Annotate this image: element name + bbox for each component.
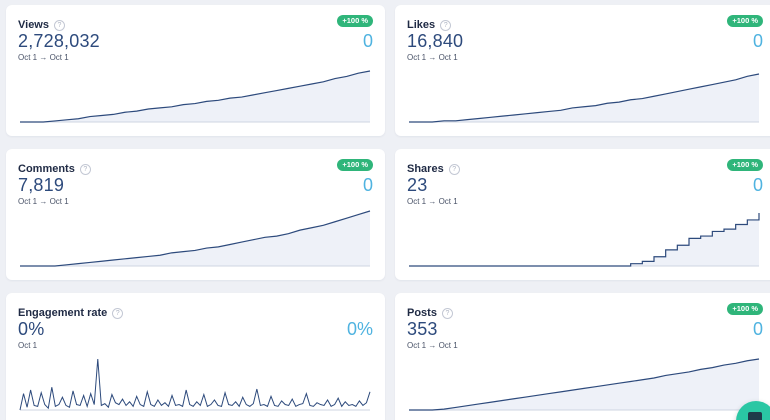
card-title: Comments bbox=[18, 163, 75, 175]
card-comments[interactable]: Comments ? +100 % 7,819 0 Oct 1 → Oct 1 bbox=[6, 149, 385, 280]
compare-value: 0 bbox=[752, 319, 763, 339]
card-header: Views ? bbox=[18, 19, 65, 31]
metric-value: 7,819 bbox=[18, 175, 65, 195]
date-range: Oct 1 → Oct 1 bbox=[18, 197, 69, 206]
change-badge: +100 % bbox=[727, 159, 763, 171]
card-header: Posts ? bbox=[407, 307, 453, 319]
card-title: Views bbox=[18, 19, 49, 31]
info-circle-icon[interactable]: ? bbox=[441, 307, 453, 319]
compare-value: 0 bbox=[362, 175, 373, 195]
chart-area-fill bbox=[409, 359, 759, 410]
date-range: Oct 1 bbox=[18, 341, 38, 350]
card-title: Posts bbox=[407, 307, 437, 319]
trend-chart bbox=[19, 358, 371, 411]
card-header: Engagement rate ? bbox=[18, 307, 124, 319]
date-range: Oct 1 → Oct 1 bbox=[407, 197, 458, 206]
compare-value: 0 bbox=[362, 31, 373, 51]
info-circle-icon[interactable]: ? bbox=[448, 163, 460, 175]
change-badge: +100 % bbox=[727, 303, 763, 315]
card-title: Engagement rate bbox=[18, 307, 108, 319]
chart-series-line bbox=[409, 358, 760, 411]
card-shares[interactable]: Shares ? +100 % 23 0 Oct 1 → Oct 1 bbox=[395, 149, 770, 280]
chart-area-fill bbox=[409, 213, 759, 266]
date-range: Oct 1 → Oct 1 bbox=[18, 53, 69, 62]
metric-value: 23 bbox=[407, 175, 428, 195]
trend-chart bbox=[409, 73, 760, 123]
card-likes[interactable]: Likes ? +100 % 16,840 0 Oct 1 → Oct 1 bbox=[395, 5, 770, 136]
date-range: Oct 1 → Oct 1 bbox=[407, 341, 458, 350]
card-header: Shares ? bbox=[407, 163, 460, 175]
chart-series-line bbox=[20, 210, 371, 267]
trend-chart bbox=[409, 213, 760, 267]
compare-value: 0 bbox=[752, 175, 763, 195]
trend-chart bbox=[409, 358, 760, 411]
date-range: Oct 1 → Oct 1 bbox=[407, 53, 458, 62]
metric-value: 353 bbox=[407, 319, 438, 339]
metric-value: 16,840 bbox=[407, 31, 464, 51]
chart-area-fill bbox=[20, 211, 370, 266]
change-badge: +100 % bbox=[727, 15, 763, 27]
card-header: Comments ? bbox=[18, 163, 91, 175]
card-posts[interactable]: Posts ? +100 % 353 0 Oct 1 → Oct 1 bbox=[395, 293, 770, 420]
chart-series-line bbox=[409, 73, 760, 123]
info-circle-icon[interactable]: ? bbox=[79, 163, 91, 175]
info-circle-icon[interactable]: ? bbox=[54, 19, 65, 31]
card-engagement-rate[interactable]: Engagement rate ? 0% 0% Oct 1 bbox=[6, 293, 385, 420]
change-badge: +100 % bbox=[337, 159, 373, 171]
trend-chart bbox=[20, 70, 371, 123]
chart-series-line bbox=[409, 213, 760, 267]
card-header: Likes ? bbox=[407, 19, 452, 31]
card-views[interactable]: Views ? +100 % 2,728,032 0 Oct 1 → Oct 1 bbox=[6, 5, 385, 136]
chat-button[interactable] bbox=[736, 401, 770, 420]
chart-area-fill bbox=[409, 74, 759, 122]
change-badge: +100 % bbox=[337, 15, 373, 27]
card-title: Shares bbox=[407, 163, 444, 175]
metric-value: 2,728,032 bbox=[18, 31, 100, 51]
chart-area-fill bbox=[20, 71, 370, 122]
chart-series-line bbox=[20, 70, 371, 123]
compare-value: 0% bbox=[346, 319, 373, 339]
info-circle-icon[interactable]: ? bbox=[112, 307, 124, 319]
trend-chart bbox=[20, 210, 371, 267]
compare-value: 0 bbox=[752, 31, 763, 51]
chart-series-line bbox=[19, 358, 371, 411]
metric-value: 0% bbox=[18, 319, 45, 339]
info-circle-icon[interactable]: ? bbox=[440, 19, 452, 31]
chat-icon bbox=[748, 412, 762, 420]
card-title: Likes bbox=[407, 19, 436, 31]
